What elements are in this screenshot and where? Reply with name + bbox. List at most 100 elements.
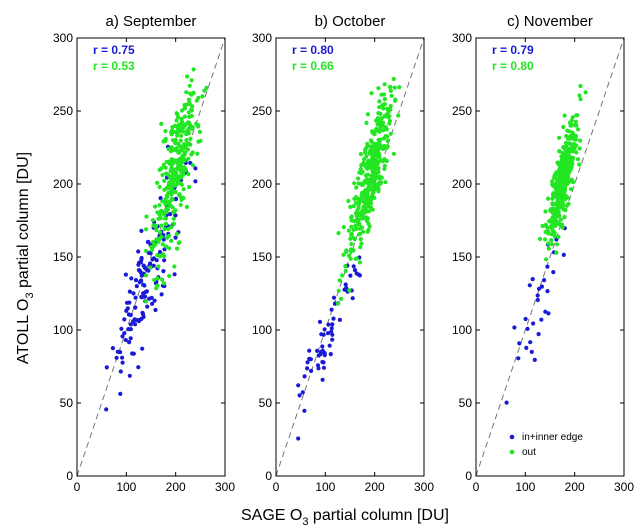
point-out bbox=[184, 132, 189, 137]
point-out bbox=[150, 218, 155, 223]
point-out bbox=[351, 204, 356, 209]
point-out bbox=[349, 224, 354, 229]
point-out bbox=[185, 147, 190, 152]
point-out bbox=[560, 225, 565, 230]
point-out bbox=[187, 120, 192, 126]
point-out bbox=[571, 141, 577, 147]
point-inner bbox=[551, 270, 556, 275]
point-out bbox=[578, 83, 583, 89]
point-out bbox=[144, 214, 149, 219]
point-inner bbox=[127, 373, 132, 378]
legend-label: out bbox=[522, 447, 536, 458]
y-tick-label: 150 bbox=[452, 250, 472, 264]
point-out bbox=[169, 175, 174, 180]
point-out bbox=[546, 241, 551, 246]
point-out bbox=[196, 95, 201, 100]
point-out bbox=[341, 225, 346, 230]
point-inner bbox=[300, 390, 305, 395]
point-out bbox=[190, 150, 195, 155]
point-inner bbox=[331, 295, 337, 300]
point-out bbox=[336, 231, 341, 236]
point-out bbox=[160, 172, 165, 178]
point-inner bbox=[309, 368, 314, 373]
y-tick-label: 100 bbox=[252, 323, 272, 337]
point-out bbox=[552, 184, 557, 189]
point-inner bbox=[307, 348, 312, 353]
point-out bbox=[186, 97, 192, 102]
point-out bbox=[357, 197, 362, 202]
point-out bbox=[184, 90, 189, 95]
point-inner bbox=[136, 365, 141, 370]
point-out bbox=[159, 121, 164, 126]
point-out bbox=[183, 168, 188, 173]
x-tick-label: 100 bbox=[315, 480, 335, 494]
point-out bbox=[376, 86, 381, 91]
x-tick-label: 200 bbox=[166, 480, 186, 494]
point-inner bbox=[545, 264, 550, 269]
point-out bbox=[190, 126, 195, 131]
point-out bbox=[200, 94, 205, 99]
y-tick-label: 100 bbox=[452, 323, 472, 337]
point-inner bbox=[173, 235, 178, 240]
point-out bbox=[358, 152, 363, 157]
point-out bbox=[381, 106, 386, 111]
point-out bbox=[144, 299, 149, 304]
point-out bbox=[182, 142, 187, 147]
y-tick-label: 200 bbox=[53, 177, 73, 191]
point-out bbox=[172, 178, 177, 183]
x-tick-label: 0 bbox=[74, 480, 81, 494]
point-out bbox=[366, 184, 371, 189]
point-inner bbox=[523, 316, 528, 322]
point-inner bbox=[524, 345, 529, 350]
point-inner bbox=[126, 312, 131, 317]
point-out bbox=[370, 191, 375, 196]
point-out bbox=[159, 208, 164, 213]
point-out bbox=[575, 157, 581, 162]
point-out bbox=[184, 138, 189, 143]
point-inner bbox=[115, 349, 120, 354]
point-out bbox=[364, 145, 369, 150]
point-out bbox=[360, 209, 365, 214]
point-out bbox=[567, 141, 572, 146]
point-out bbox=[355, 208, 360, 213]
panel-2: 0 100 200 300 0 50 100 150 200 250 300 b) October r … bbox=[252, 13, 434, 494]
point-out bbox=[155, 253, 160, 258]
y-tick-label: 300 bbox=[252, 31, 272, 45]
point-out bbox=[363, 173, 368, 178]
point-inner bbox=[161, 269, 166, 274]
point-out bbox=[189, 92, 194, 97]
point-out bbox=[155, 276, 160, 281]
point-out bbox=[177, 192, 182, 197]
point-out bbox=[392, 85, 397, 90]
point-inner bbox=[127, 340, 132, 345]
point-inner bbox=[302, 374, 307, 379]
point-out bbox=[169, 188, 175, 193]
point-out bbox=[368, 138, 374, 143]
legend-marker bbox=[509, 434, 515, 440]
point-out bbox=[368, 149, 373, 154]
y-tick-label: 150 bbox=[252, 250, 272, 264]
point-out bbox=[549, 242, 554, 247]
point-out bbox=[163, 197, 168, 202]
point-out bbox=[388, 107, 393, 112]
point-out bbox=[187, 83, 192, 88]
point-out bbox=[197, 129, 202, 134]
point-inner bbox=[149, 295, 154, 300]
point-inner bbox=[151, 263, 156, 268]
point-inner bbox=[168, 212, 173, 217]
x-tick-label: 200 bbox=[565, 480, 585, 494]
point-out bbox=[578, 97, 583, 102]
point-out bbox=[154, 223, 159, 228]
point-out bbox=[550, 210, 556, 215]
point-out bbox=[144, 227, 149, 232]
point-out bbox=[187, 102, 192, 107]
point-out bbox=[550, 201, 555, 206]
point-out bbox=[551, 231, 556, 236]
point-out bbox=[348, 204, 353, 209]
point-inner bbox=[321, 332, 326, 337]
point-out bbox=[359, 163, 364, 168]
point-out bbox=[157, 184, 162, 190]
point-out bbox=[380, 145, 385, 150]
point-out bbox=[364, 120, 369, 125]
point-out bbox=[349, 241, 354, 247]
